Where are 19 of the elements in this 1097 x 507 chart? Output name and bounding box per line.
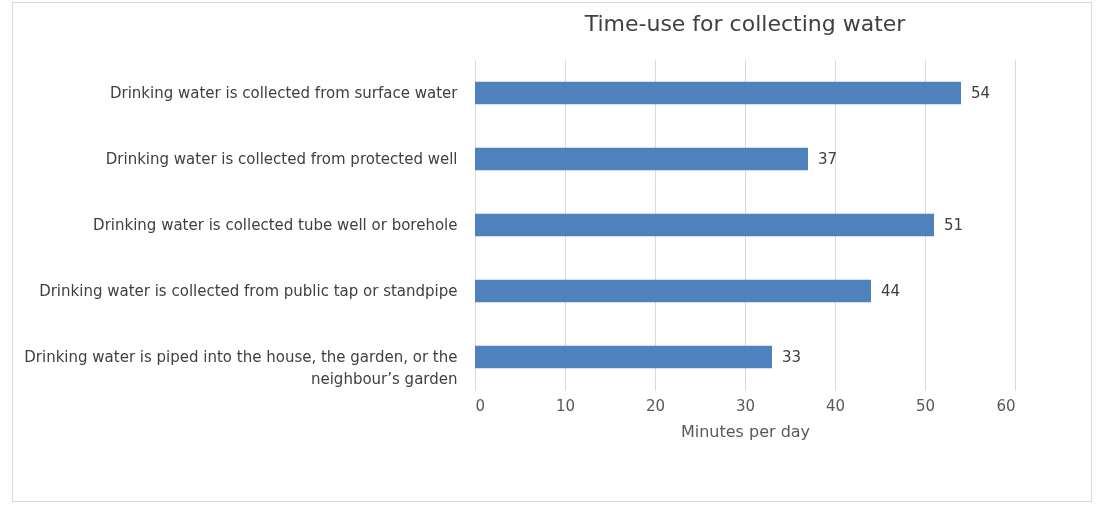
- x-tick-label: 30: [735, 396, 756, 415]
- x-tick-label: 40: [825, 396, 846, 415]
- y-tick-label: Drinking water is collected from public tap or standpipe: [39, 282, 458, 300]
- data-label: 54: [971, 84, 991, 102]
- y-tick-label: Drinking water is piped into the house, the garden, or the neighbour’s garden: [24, 348, 458, 388]
- x-tick-label: 0: [475, 396, 486, 415]
- data-label: 33: [782, 348, 802, 366]
- y-tick-label: Drinking water is collected tube well or borehole: [93, 216, 458, 234]
- y-tick-label: Drinking water is collected from surface water: [109, 84, 459, 102]
- y-tick-label: Drinking water is collected from protected well: [105, 150, 458, 168]
- data-label: 37: [818, 150, 838, 168]
- chart-title: Time-use for collecting water: [583, 11, 907, 36]
- x-tick-label: 50: [915, 396, 936, 415]
- x-tick-label: 10: [555, 396, 576, 415]
- x-tick-label: 60: [996, 396, 1016, 415]
- data-label: 44: [881, 282, 901, 300]
- x-axis-title: Minutes per day: [680, 421, 811, 441]
- data-label: 51: [944, 216, 964, 234]
- x-tick-label: 20: [645, 396, 666, 415]
